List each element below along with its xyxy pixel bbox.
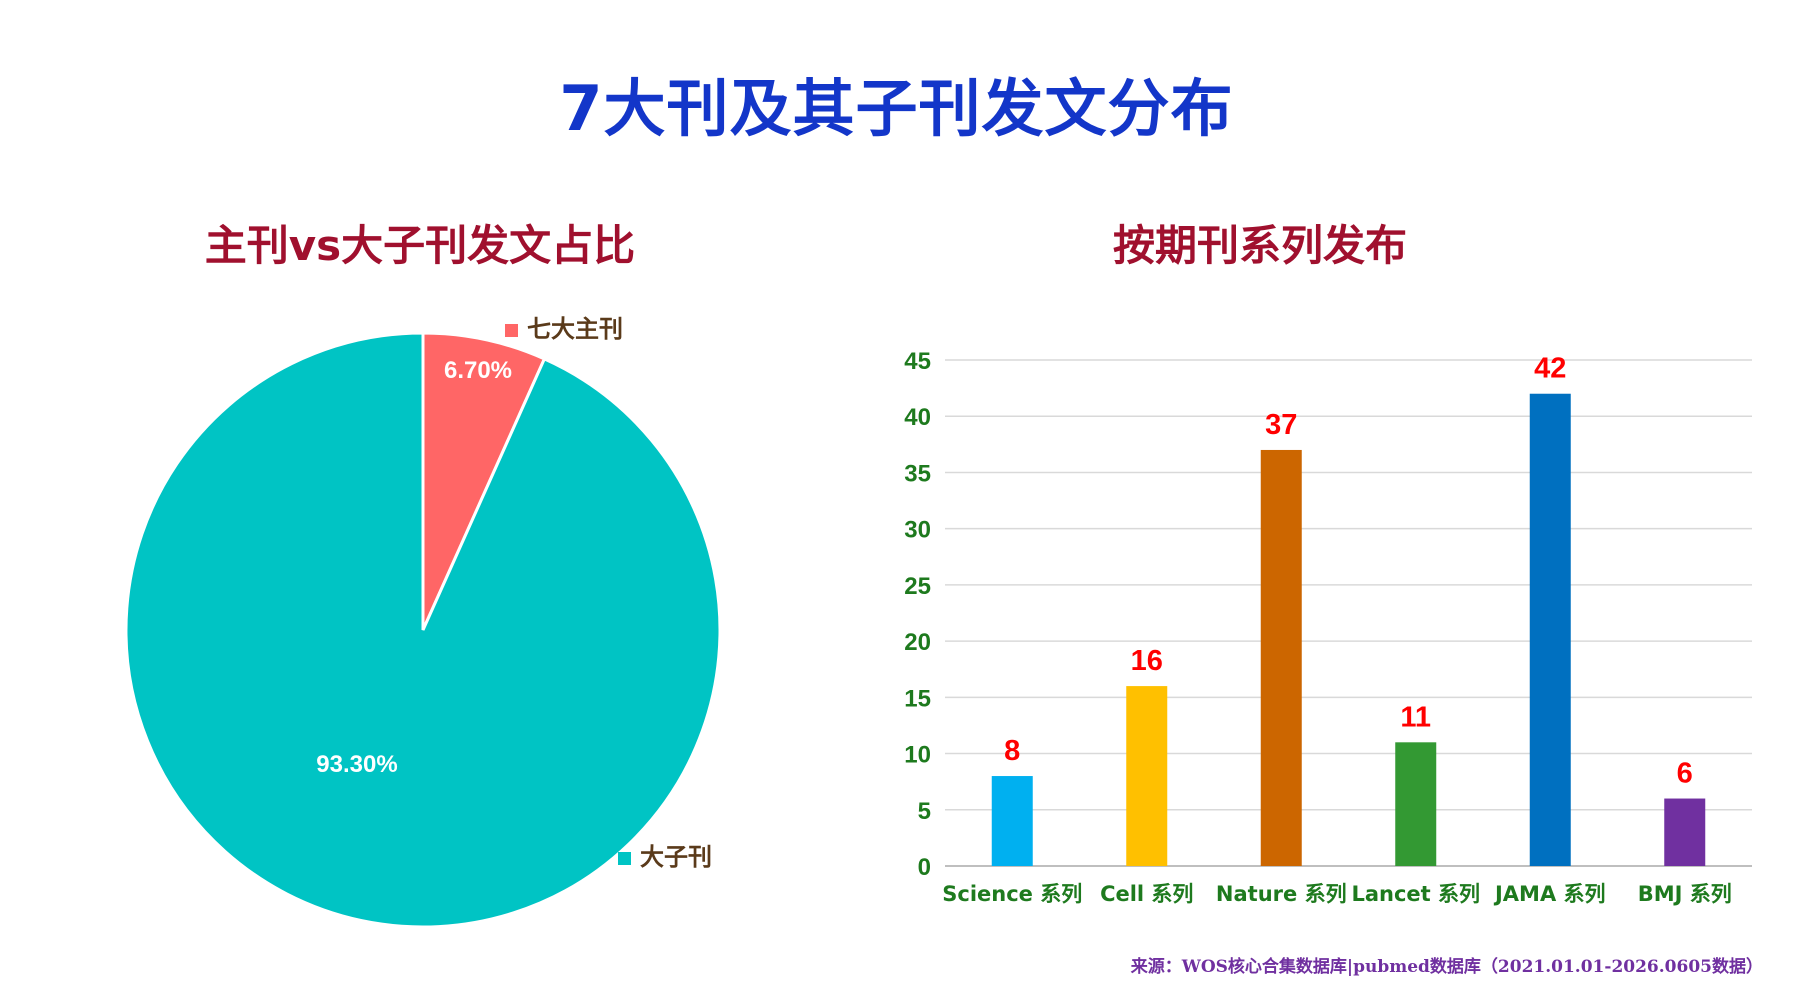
x-tick-label: Cell 系列: [1100, 882, 1193, 906]
bar: [1395, 742, 1437, 866]
bar-value-label: 16: [1131, 645, 1163, 677]
bar-value-label: 11: [1400, 701, 1431, 733]
y-tick-label: 15: [904, 685, 931, 712]
pie-legend-label: 大子刊: [640, 843, 712, 871]
y-tick-label: 0: [918, 854, 931, 881]
bar-value-label: 8: [1004, 735, 1020, 767]
y-tick-label: 10: [904, 742, 931, 769]
pie-slice-label: 6.70%: [444, 357, 512, 384]
y-tick-label: 40: [904, 404, 931, 431]
pie-chart-title: 主刊vs大子刊发文占比: [204, 221, 636, 270]
y-tick-label: 35: [904, 460, 931, 487]
y-tick-label: 25: [904, 573, 931, 600]
pie-legend-label: 七大主刊: [527, 315, 623, 343]
bar: [991, 776, 1033, 866]
source-note: 来源：WOS核心合集数据库|pubmed数据库（2021.01.01-2026.…: [1130, 957, 1763, 977]
x-tick-label: Lancet 系列: [1351, 882, 1480, 906]
bar-chart-title: 按期刊系列发布: [1112, 221, 1407, 270]
pie-slice-label: 93.30%: [316, 751, 397, 778]
x-tick-label: Nature 系列: [1216, 882, 1347, 906]
y-tick-label: 45: [904, 348, 931, 375]
y-tick-label: 20: [904, 629, 931, 656]
pie-legend-marker: [618, 852, 631, 865]
page-title: 7大刊及其子刊发文分布: [559, 72, 1234, 145]
pie-slice: [421, 331, 547, 631]
y-tick-label: 30: [904, 517, 931, 544]
bar: [1529, 393, 1571, 866]
bar-value-label: 37: [1265, 409, 1297, 441]
x-tick-label: BMJ 系列: [1638, 882, 1732, 906]
bar: [1126, 686, 1168, 866]
bar: [1260, 449, 1302, 866]
pie-legend-marker: [505, 324, 518, 337]
bar-value-label: 6: [1677, 758, 1693, 790]
y-tick-label: 5: [918, 798, 931, 825]
x-tick-label: JAMA 系列: [1493, 882, 1606, 906]
bar: [1664, 798, 1706, 866]
bar-value-label: 42: [1534, 353, 1566, 385]
pie-slice: [124, 331, 722, 929]
x-tick-label: Science 系列: [942, 882, 1082, 906]
